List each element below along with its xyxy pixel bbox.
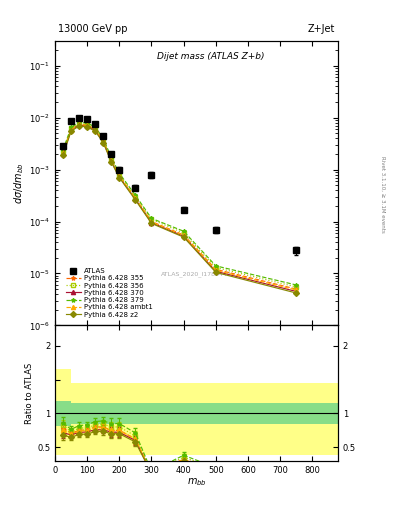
Text: Rivet 3.1.10, ≥ 3.1M events: Rivet 3.1.10, ≥ 3.1M events (381, 156, 386, 233)
Y-axis label: $d\sigma/dm_{bb}$: $d\sigma/dm_{bb}$ (13, 162, 26, 204)
Text: Dijet mass (ATLAS Z+b): Dijet mass (ATLAS Z+b) (157, 52, 264, 61)
Text: Z+Jet: Z+Jet (308, 24, 335, 34)
Legend: ATLAS, Pythia 6.428 355, Pythia 6.428 356, Pythia 6.428 370, Pythia 6.428 379, P: ATLAS, Pythia 6.428 355, Pythia 6.428 35… (64, 267, 154, 319)
Text: 13000 GeV pp: 13000 GeV pp (58, 24, 127, 34)
Text: ATLAS_2020_I1788444: ATLAS_2020_I1788444 (161, 271, 232, 277)
X-axis label: $m_{bb}$: $m_{bb}$ (187, 476, 206, 488)
Y-axis label: Ratio to ATLAS: Ratio to ATLAS (25, 362, 34, 424)
